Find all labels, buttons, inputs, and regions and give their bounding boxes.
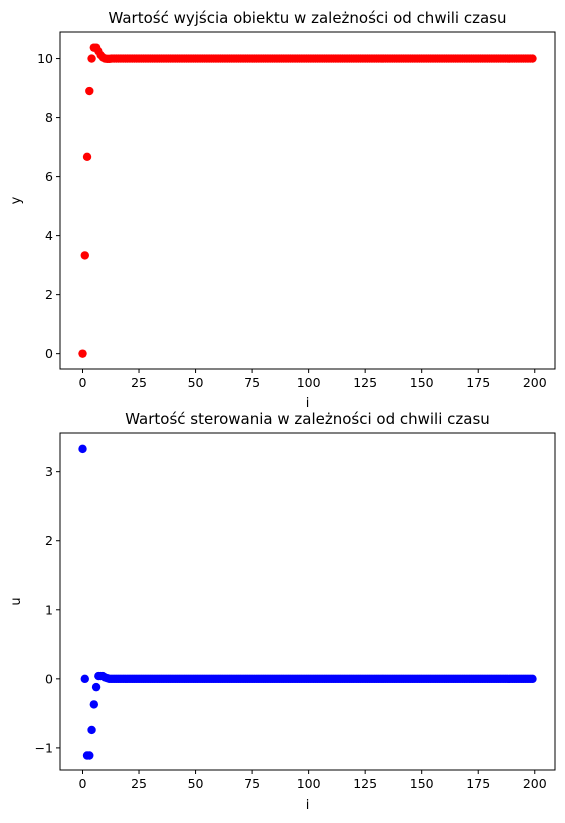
data-point <box>528 675 536 683</box>
x-tick-label: 75 <box>244 776 260 791</box>
data-point <box>87 54 95 62</box>
y-tick-label: 8 <box>45 110 53 125</box>
y-tick-label: 0 <box>45 671 53 686</box>
chart-title: Wartość wyjścia obiektu w zależności od … <box>108 9 506 27</box>
x-tick-label: 0 <box>79 776 87 791</box>
y-tick-label: 10 <box>37 51 53 66</box>
x-tick-label: 125 <box>353 375 377 390</box>
x-tick-label: 25 <box>131 776 147 791</box>
y-tick-label: 6 <box>45 169 53 184</box>
y-tick-label: 0 <box>45 346 53 361</box>
plot-area <box>60 32 555 369</box>
x-axis-label: i <box>306 798 310 813</box>
data-point <box>81 675 89 683</box>
plot-area <box>60 433 555 770</box>
y-axis: −1 0 1 2 3 <box>35 464 60 755</box>
x-tick-label: 200 <box>523 776 547 791</box>
x-tick-label: 25 <box>131 375 147 390</box>
x-tick-label: 150 <box>410 776 434 791</box>
x-tick-label: 200 <box>523 375 547 390</box>
x-tick-label: 50 <box>188 375 204 390</box>
y-tick-label: 1 <box>45 602 53 617</box>
data-point <box>85 87 93 95</box>
y-tick-label: 3 <box>45 464 53 479</box>
control-chart: Wartość sterowania w zależności od chwil… <box>9 410 555 813</box>
y-axis: 0 2 4 6 8 10 <box>37 51 60 361</box>
x-tick-label: 0 <box>79 375 87 390</box>
data-point <box>87 726 95 734</box>
x-tick-label: 150 <box>410 375 434 390</box>
data-series <box>78 43 536 357</box>
data-point <box>83 153 91 161</box>
y-tick-label: 2 <box>45 533 53 548</box>
chart-title: Wartość sterowania w zależności od chwil… <box>125 410 490 428</box>
y-tick-label: 4 <box>45 228 53 243</box>
y-axis-label: y <box>9 196 24 204</box>
y-tick-label: −1 <box>35 740 53 755</box>
data-series <box>78 445 536 760</box>
data-point <box>78 349 86 357</box>
x-tick-label: 100 <box>297 776 321 791</box>
data-point <box>92 683 100 691</box>
x-tick-label: 175 <box>466 776 490 791</box>
x-tick-label: 125 <box>353 776 377 791</box>
data-point <box>90 700 98 708</box>
x-axis-label: i <box>306 396 310 411</box>
data-point <box>85 751 93 759</box>
y-axis-label: u <box>9 597 24 605</box>
x-tick-label: 100 <box>297 375 321 390</box>
x-axis: 0 25 50 75 100 125 150 175 200 <box>79 770 547 791</box>
output-chart: Wartość wyjścia obiektu w zależności od … <box>9 9 555 411</box>
x-tick-label: 75 <box>244 375 260 390</box>
data-point <box>528 54 536 62</box>
data-point <box>81 251 89 259</box>
x-tick-label: 175 <box>466 375 490 390</box>
data-point <box>78 445 86 453</box>
x-tick-label: 50 <box>188 776 204 791</box>
x-axis: 0 25 50 75 100 125 150 175 200 <box>79 369 547 390</box>
y-tick-label: 2 <box>45 287 53 302</box>
